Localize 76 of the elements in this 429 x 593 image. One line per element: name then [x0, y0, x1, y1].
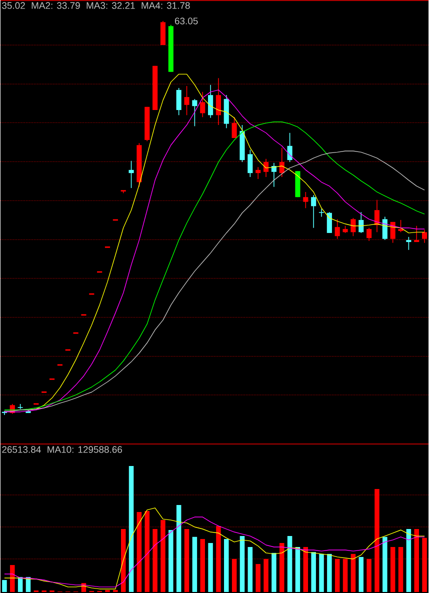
candlestick — [184, 86, 190, 116]
text: MA4: 31.78 — [142, 2, 190, 9]
candlestick — [318, 208, 324, 218]
bar — [128, 466, 134, 592]
bar — [398, 547, 404, 592]
candlestick — [192, 98, 198, 127]
bar — [10, 565, 15, 592]
candlestick — [208, 84, 214, 118]
candlestick — [311, 194, 316, 228]
candlestick — [128, 160, 134, 188]
bar — [256, 564, 260, 592]
annotation: 63.05 — [174, 18, 198, 24]
bar — [350, 554, 356, 592]
candlestick — [248, 149, 253, 178]
candlestick — [406, 236, 412, 250]
candlestick — [390, 222, 396, 244]
bar — [319, 554, 324, 592]
candlestick — [216, 78, 221, 126]
bar — [184, 528, 190, 592]
candlestick — [422, 229, 428, 244]
bar — [152, 528, 158, 592]
candlestick — [287, 132, 292, 162]
bar — [374, 489, 380, 592]
text: MA2: 33.79 — [32, 2, 80, 9]
candlestick — [200, 92, 206, 118]
candlestick — [382, 216, 388, 240]
bar — [382, 536, 388, 592]
bar — [287, 536, 292, 592]
candlestick — [263, 158, 269, 178]
bar — [248, 547, 253, 592]
candlestick — [256, 166, 261, 180]
bar — [136, 512, 142, 592]
bar — [342, 558, 348, 592]
bar — [176, 505, 182, 592]
bar — [216, 526, 221, 592]
bar — [264, 558, 268, 592]
bar — [232, 558, 237, 592]
bar — [224, 538, 229, 592]
bar — [168, 530, 174, 592]
candlestick — [414, 225, 420, 242]
bar — [406, 528, 412, 592]
candlestick — [358, 212, 364, 234]
bar — [2, 580, 7, 592]
bar — [414, 528, 419, 592]
candlestick — [334, 218, 340, 240]
bar — [366, 558, 372, 592]
bar — [295, 547, 300, 592]
bar — [208, 542, 213, 592]
bar — [192, 536, 198, 592]
bar — [390, 547, 396, 592]
candlestick — [326, 212, 332, 234]
text: 26513.84 — [2, 446, 41, 453]
candlestick — [303, 192, 308, 209]
candlestick — [398, 220, 404, 233]
bar — [240, 536, 245, 592]
candlestick — [232, 116, 237, 138]
candlestick — [271, 162, 276, 188]
bar — [311, 552, 316, 592]
candlestick — [279, 147, 284, 178]
bar — [334, 558, 340, 592]
bar — [358, 556, 364, 592]
bar — [160, 520, 166, 592]
candlestick — [366, 227, 372, 242]
bar — [327, 554, 332, 592]
bar — [272, 552, 276, 592]
candlestick — [350, 218, 356, 237]
text: 35.02 — [2, 2, 25, 9]
bar — [279, 542, 284, 592]
bar — [303, 547, 308, 592]
candlestick — [176, 88, 182, 116]
bar — [200, 538, 205, 592]
candlestick — [160, 20, 166, 46]
text: MA3: 32.21 — [86, 2, 135, 9]
text: MA10: 129588.66 — [48, 446, 122, 453]
bar — [422, 538, 427, 592]
bar — [144, 510, 150, 592]
